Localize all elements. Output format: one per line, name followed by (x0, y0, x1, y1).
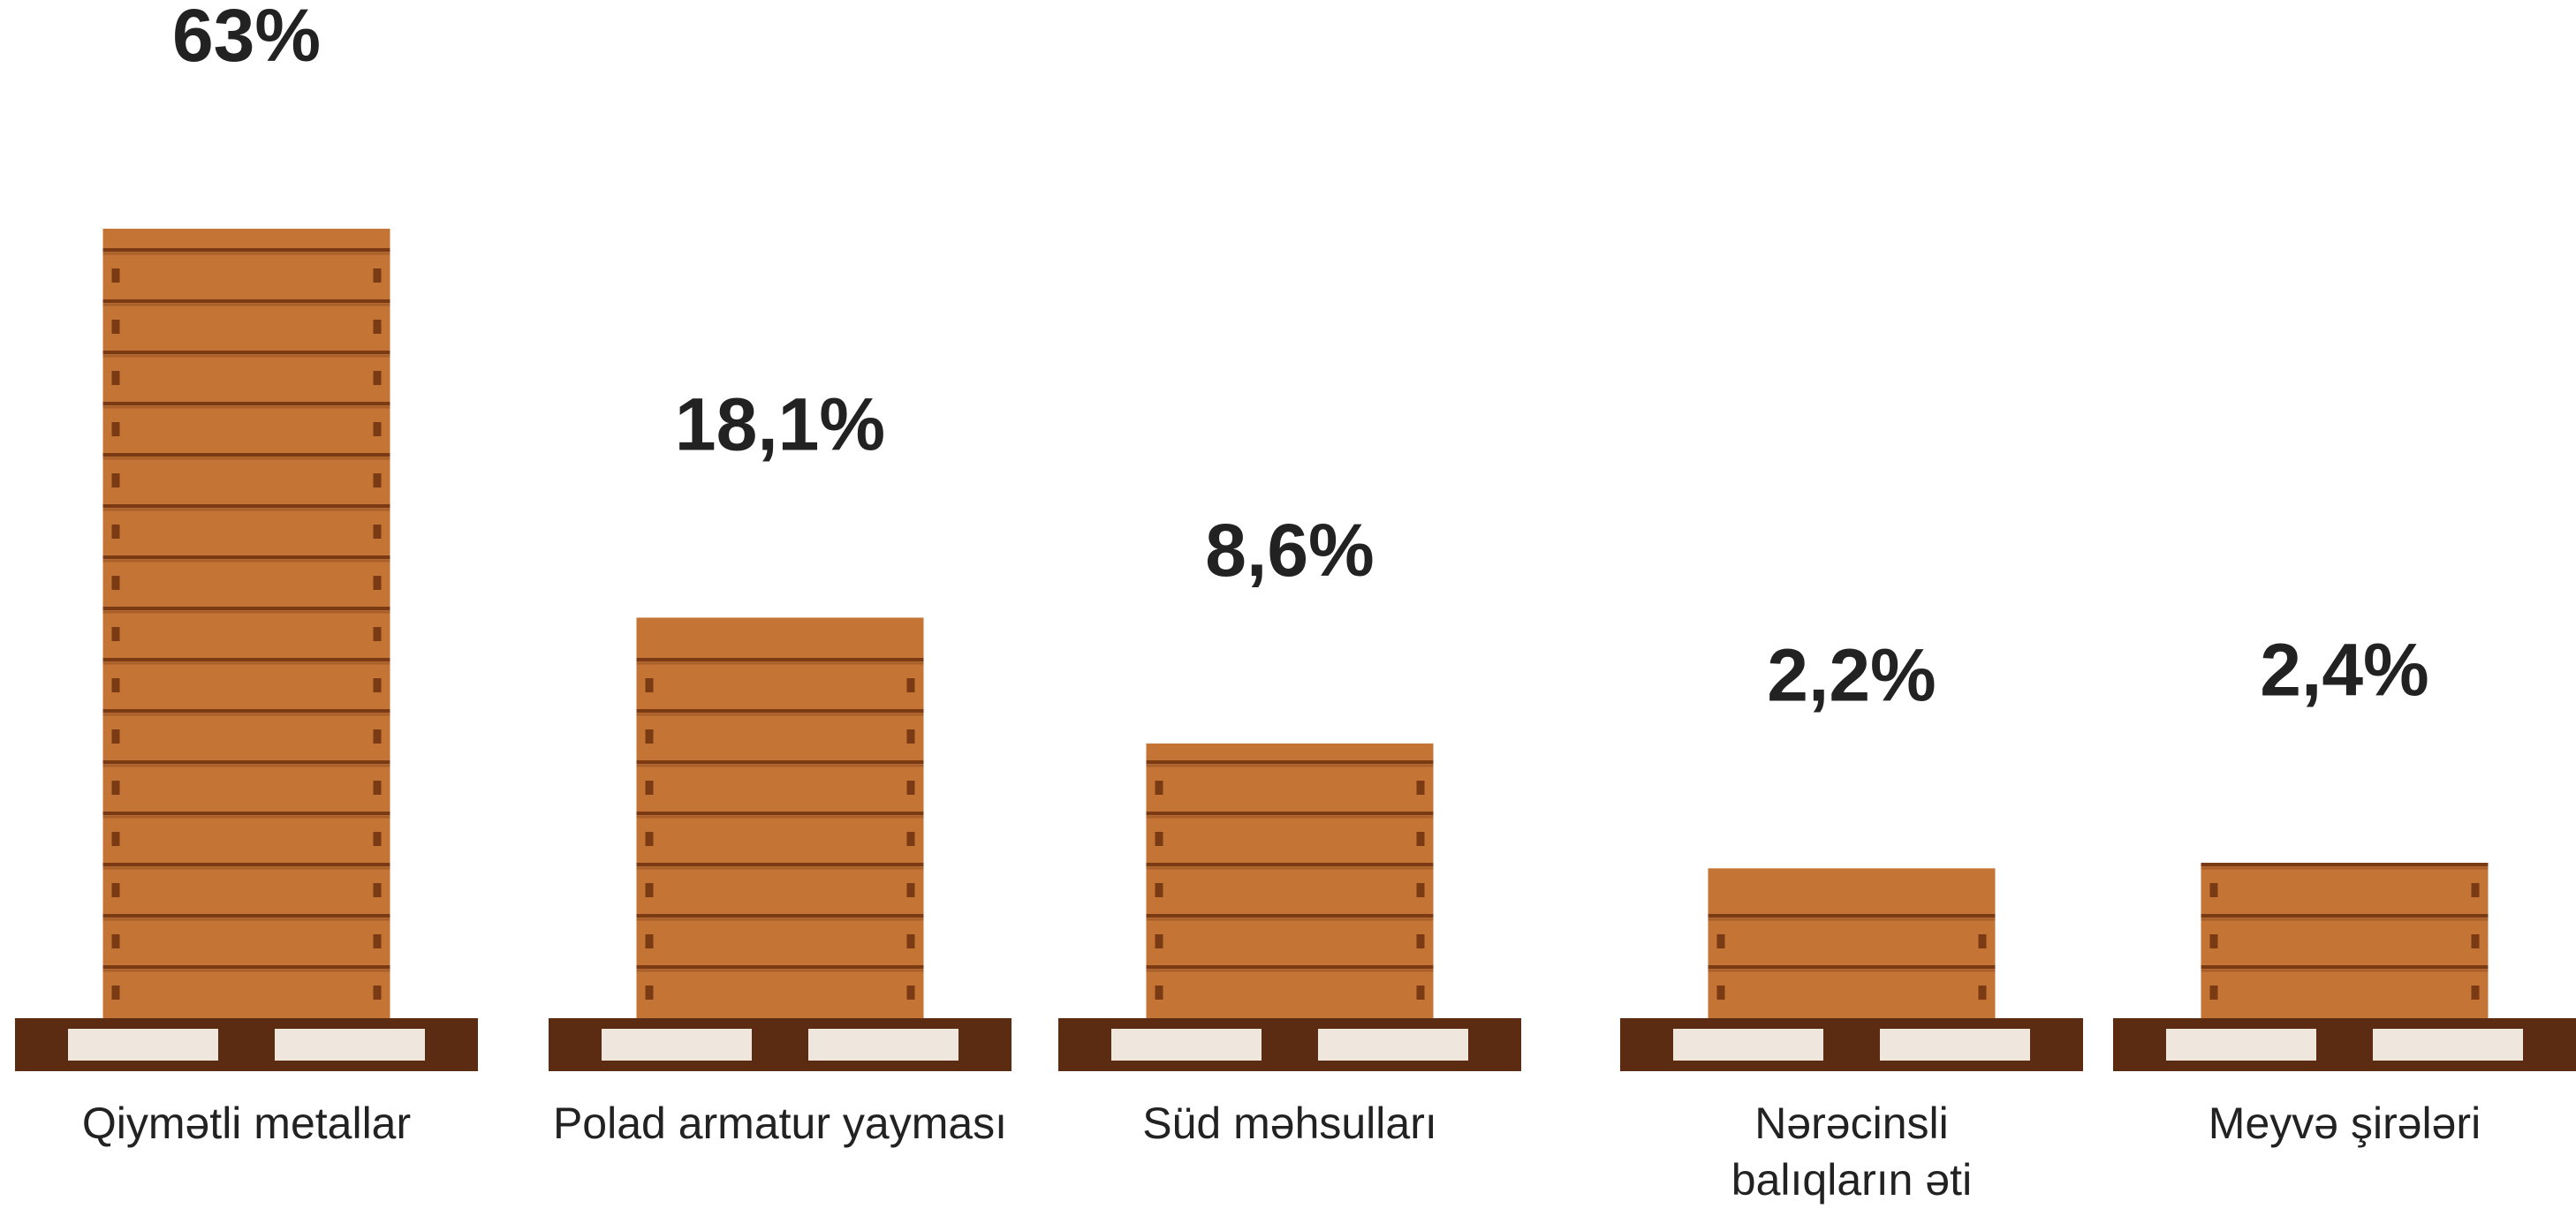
nail (1155, 883, 1163, 897)
nail (906, 678, 915, 692)
nail (1155, 832, 1163, 846)
nail (111, 525, 120, 539)
value-label: 2,4% (2260, 628, 2428, 711)
crate-bar (102, 228, 390, 1018)
pallet-block (1111, 1029, 1261, 1061)
nail (373, 576, 382, 590)
pallet-block (1880, 1029, 2030, 1061)
nail (1978, 986, 1987, 1000)
nail (373, 627, 382, 641)
nail (906, 883, 915, 897)
nail (1416, 883, 1425, 897)
pallet-block (2166, 1029, 2316, 1061)
nail (111, 371, 120, 385)
nail (373, 678, 382, 692)
nail (906, 832, 915, 846)
nail (645, 986, 654, 1000)
nail (2471, 883, 2480, 897)
nail (373, 525, 382, 539)
category-label: Nərəcinsli balıqların əti (1731, 1099, 1973, 1205)
pallet-block (275, 1029, 425, 1061)
nail (111, 832, 120, 846)
nail (2209, 986, 2218, 1000)
nail (1716, 986, 1725, 1000)
value-label: 63% (172, 0, 321, 77)
nail (373, 729, 382, 744)
nail (2209, 883, 2218, 897)
pallet-block (1673, 1029, 1823, 1061)
nail (373, 781, 382, 795)
nail (373, 934, 382, 948)
nail (1416, 934, 1425, 948)
nail (111, 678, 120, 692)
nail (645, 934, 654, 948)
crate-bar (1708, 868, 1996, 1018)
pallet-block (68, 1029, 218, 1061)
category-label: Meyvə şirələri (2208, 1099, 2481, 1148)
nail (373, 832, 382, 846)
nail (645, 883, 654, 897)
nail (1978, 934, 1987, 948)
nail (1416, 832, 1425, 846)
category-label: Polad armatur yayması (552, 1099, 1008, 1148)
nail (373, 473, 382, 487)
nail (373, 371, 382, 385)
pallet-block (2373, 1029, 2523, 1061)
nail (1155, 934, 1163, 948)
nail (1416, 986, 1425, 1000)
nail (373, 986, 382, 1000)
nail (1416, 781, 1425, 795)
category-label: Qiymətli metallar (81, 1099, 412, 1148)
nail (906, 986, 915, 1000)
nail (1155, 781, 1163, 795)
nail (645, 832, 654, 846)
nail (1155, 986, 1163, 1000)
nail (373, 268, 382, 283)
nail (111, 934, 120, 948)
nail (2209, 934, 2218, 948)
value-label: 18,1% (675, 382, 885, 465)
nail (373, 422, 382, 436)
nail (111, 422, 120, 436)
pallet-block (808, 1029, 958, 1061)
nail (111, 473, 120, 487)
nail (906, 729, 915, 744)
pallet-block (1318, 1029, 1468, 1061)
nail (645, 729, 654, 744)
nail (373, 320, 382, 334)
nail (111, 883, 120, 897)
value-label: 8,6% (1205, 509, 1374, 592)
nail (906, 781, 915, 795)
nail (111, 268, 120, 283)
nail (2471, 986, 2480, 1000)
nail (1716, 934, 1725, 948)
nail (2471, 934, 2480, 948)
nail (373, 883, 382, 897)
crate-bar (1146, 743, 1434, 1018)
nail (906, 934, 915, 948)
nail (645, 678, 654, 692)
crate-bar (2201, 863, 2489, 1018)
nail (111, 576, 120, 590)
nail (111, 986, 120, 1000)
nail (111, 627, 120, 641)
category-label: Süd məhsulları (1142, 1099, 1437, 1148)
pallet-block (602, 1029, 752, 1061)
value-label: 2,2% (1767, 633, 1936, 716)
nail (111, 729, 120, 744)
nail (645, 781, 654, 795)
nail (111, 320, 120, 334)
nail (111, 781, 120, 795)
